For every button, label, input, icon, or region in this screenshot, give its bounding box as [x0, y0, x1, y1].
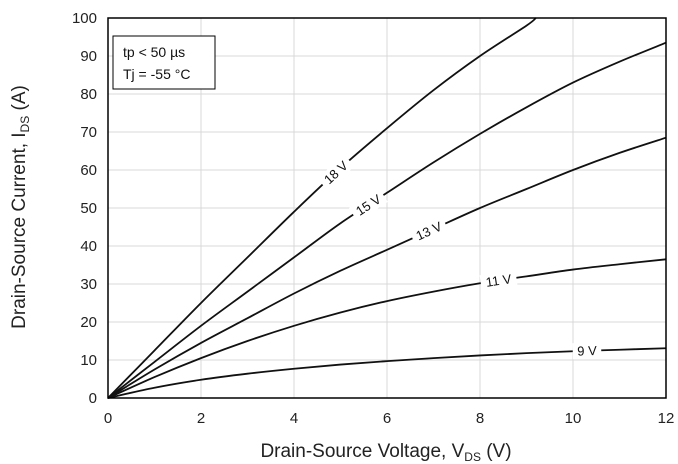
conditions-line-2: Tj = -55 °C: [123, 66, 190, 82]
x-tick-label: 10: [565, 410, 582, 427]
y-tick-label: 60: [80, 162, 97, 179]
y-tick-labels: 0 10 20 30 40 50 60 70 80 90 100: [72, 10, 97, 407]
x-axis-title: Drain-Source Voltage, VDS (V): [260, 441, 511, 464]
y-tick-label: 80: [80, 86, 97, 103]
curve-label-13v: 13 V: [409, 216, 448, 245]
x-tick-label: 2: [197, 410, 205, 427]
y-tick-label: 0: [89, 390, 97, 407]
x-tick-label: 4: [290, 410, 298, 427]
x-tick-label: 0: [104, 410, 112, 427]
conditions-line-1: tp < 50 µs: [123, 44, 185, 60]
y-tick-label: 20: [80, 314, 97, 331]
curve-label-15v: 15 V: [349, 188, 388, 221]
y-tick-label: 40: [80, 238, 97, 255]
y-tick-label: 70: [80, 124, 97, 141]
y-tick-label: 50: [80, 200, 97, 217]
y-tick-label: 30: [80, 276, 97, 293]
y-tick-label: 10: [80, 352, 97, 369]
x-tick-label: 12: [658, 410, 675, 427]
y-axis-title: Drain-Source Current, IDS (A): [9, 85, 32, 329]
curve-label-9v: 9 V: [572, 342, 601, 359]
y-tick-label: 100: [72, 10, 97, 27]
curve-label-text: 9 V: [577, 343, 597, 359]
x-tick-label: 8: [476, 410, 484, 427]
conditions-box: tp < 50 µs Tj = -55 °C: [113, 36, 215, 89]
x-tick-label: 6: [383, 410, 391, 427]
x-tick-labels: 0 2 4 6 8 10 12: [104, 410, 675, 427]
y-tick-label: 90: [80, 48, 97, 65]
curve-label-11v: 11 V: [480, 270, 518, 291]
